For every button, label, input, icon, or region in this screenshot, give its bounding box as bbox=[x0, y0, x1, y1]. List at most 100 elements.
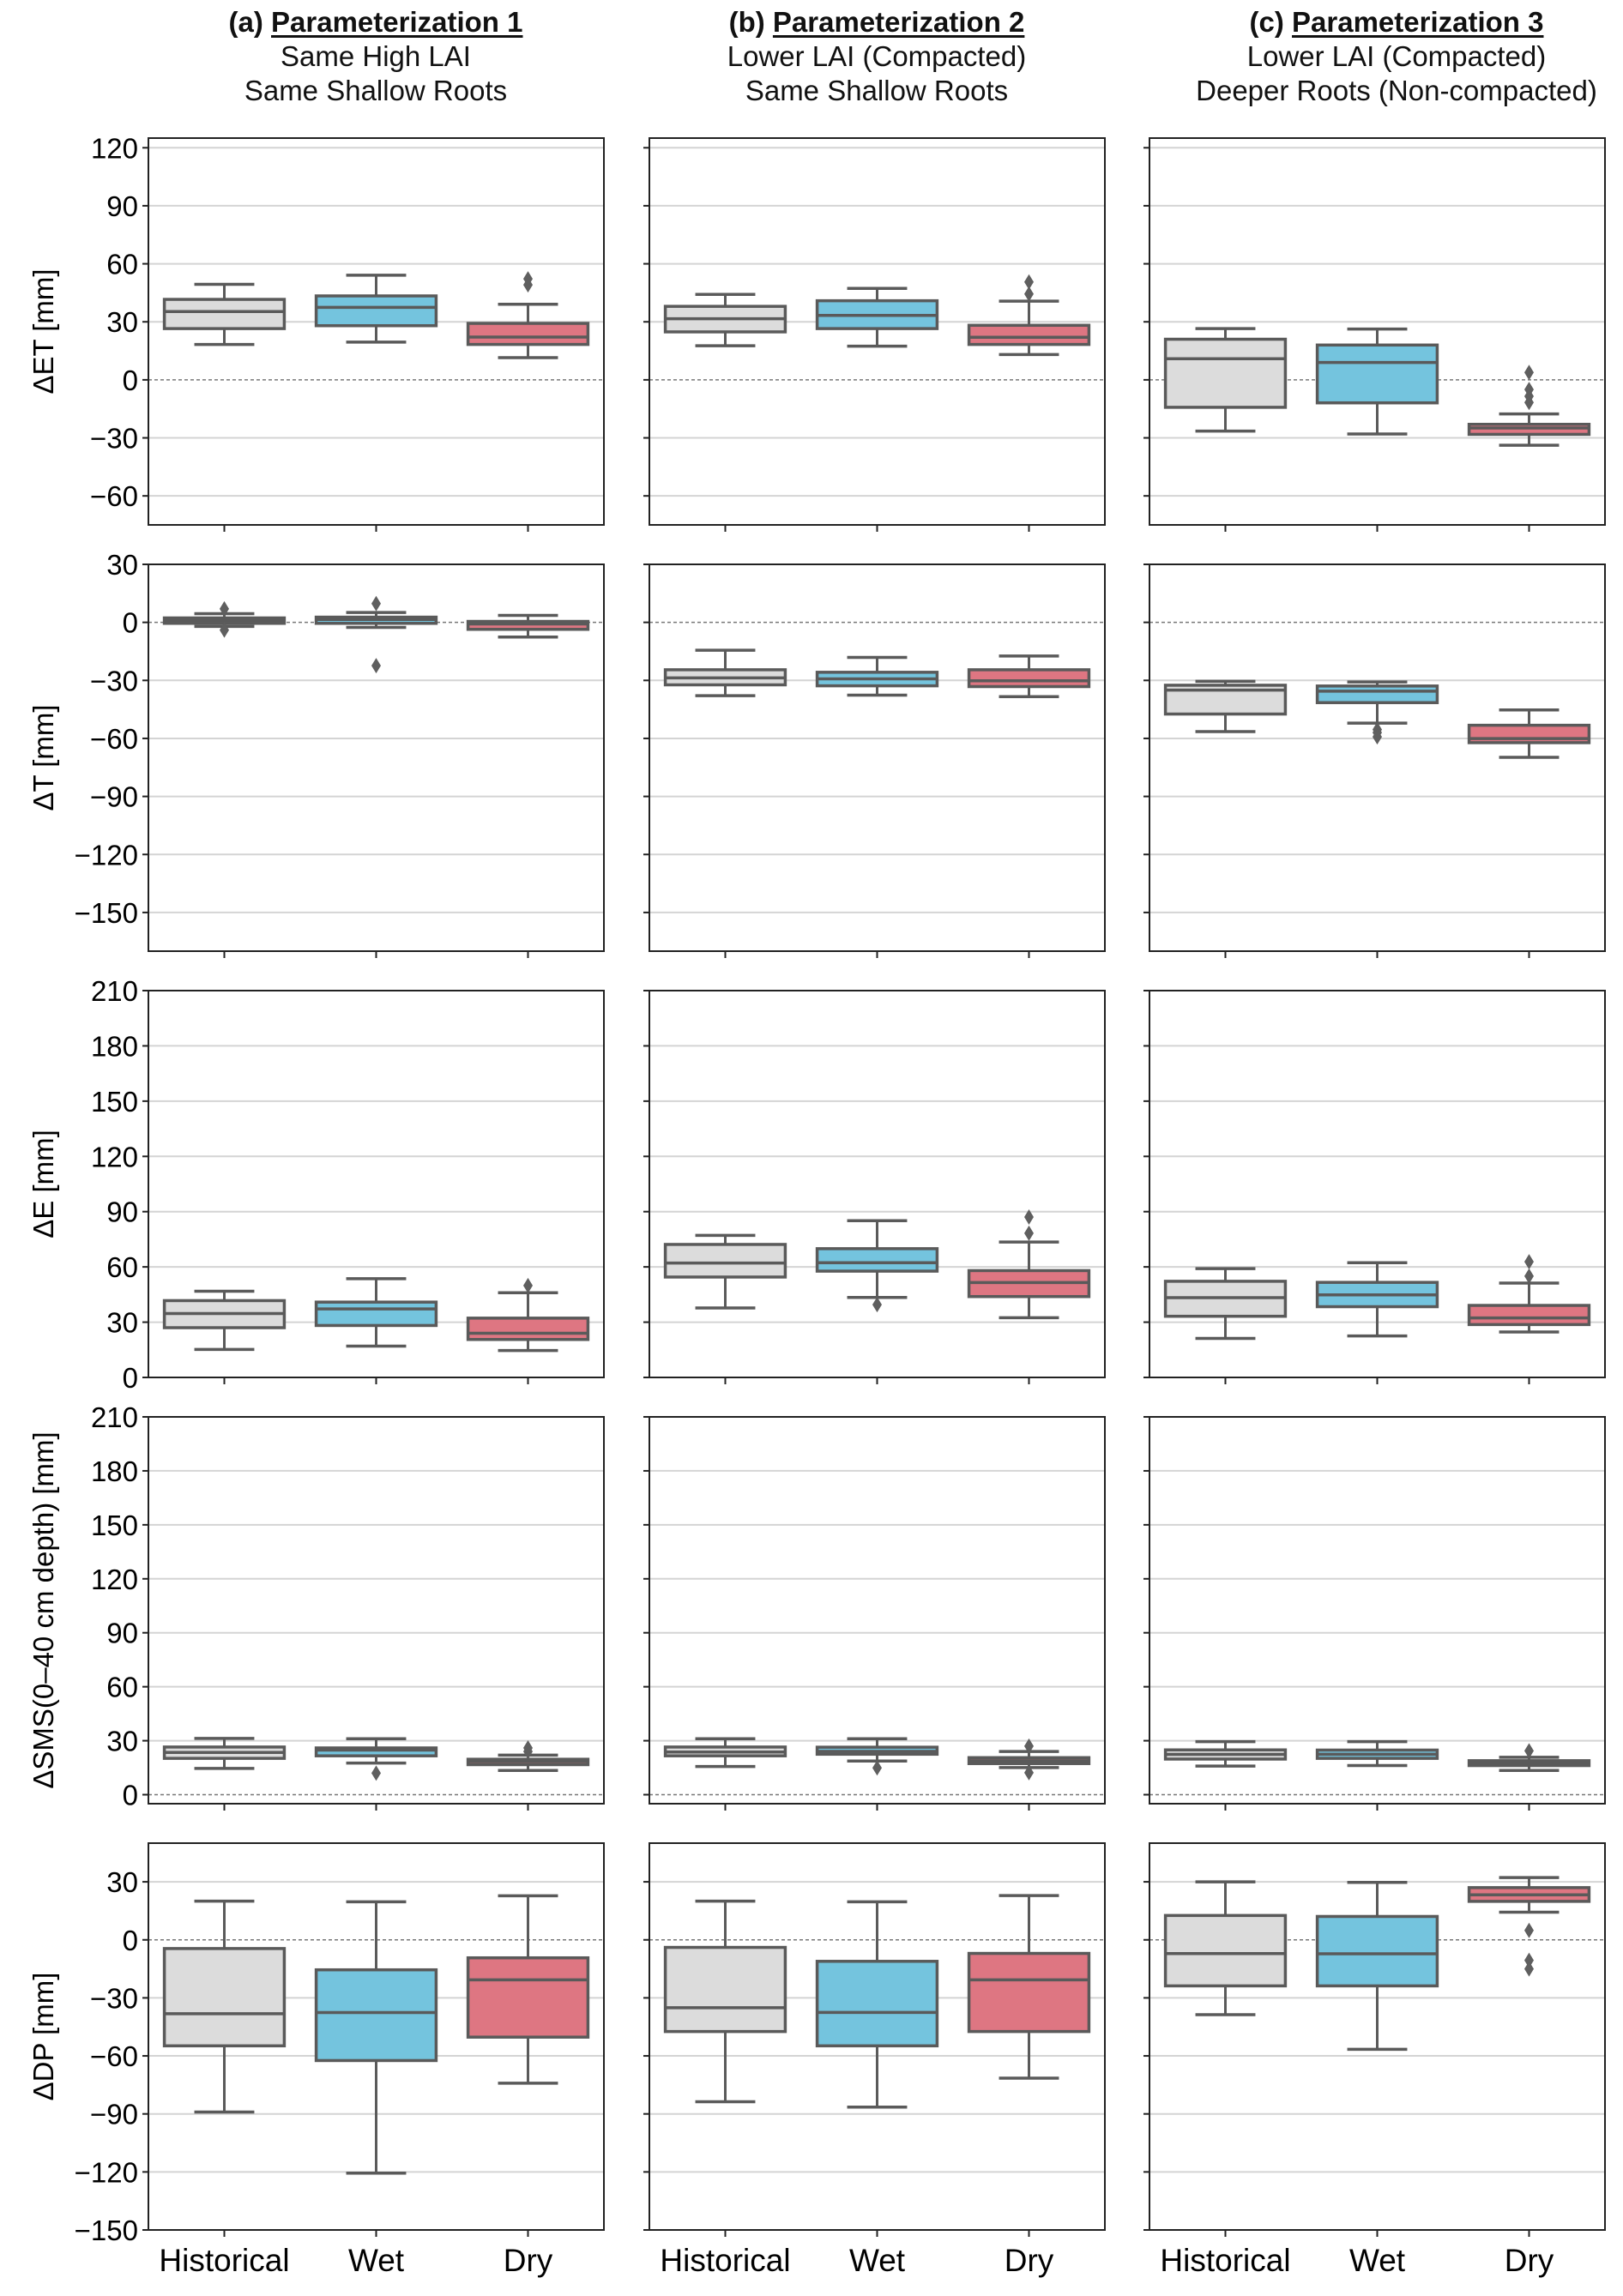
outlier-point bbox=[1524, 1254, 1534, 1270]
column-header-c: (c) Parameterization 3 Lower LAI (Compac… bbox=[1131, 5, 1623, 108]
box-dry bbox=[466, 1739, 590, 1772]
y-tick-label: −150 bbox=[75, 2215, 138, 2246]
column-title-b: (b) Parameterization 2 bbox=[611, 5, 1143, 39]
box-historical bbox=[663, 1899, 787, 2104]
panel-b-row-1 bbox=[643, 137, 1106, 532]
y-tick-label: 180 bbox=[91, 1030, 138, 1062]
y-tick-label: 0 bbox=[123, 607, 138, 639]
x-tick-label: Dry bbox=[1005, 2243, 1054, 2278]
panel-a-row-4: 0 30 60 90 120 150 180 210 bbox=[91, 1401, 605, 1811]
y-tick-label: 120 bbox=[91, 1564, 138, 1595]
y-tick-label: 120 bbox=[91, 132, 138, 164]
y-tick-label: −90 bbox=[90, 2099, 138, 2130]
box-historical bbox=[1163, 679, 1288, 733]
box-wet bbox=[1315, 327, 1439, 436]
y-tick-label: 150 bbox=[91, 1510, 138, 1541]
box-historical bbox=[1163, 1880, 1288, 2016]
y-tick-label: −60 bbox=[90, 480, 138, 512]
panel-b-row-5: Historical Wet Dry bbox=[643, 1842, 1106, 2278]
box-historical bbox=[162, 600, 287, 638]
column-prefix-c: (c) bbox=[1249, 6, 1284, 38]
outlier-point bbox=[371, 1765, 381, 1781]
iqr-box bbox=[815, 1960, 939, 2048]
iqr-box bbox=[162, 298, 287, 330]
y-tick-label: 30 bbox=[106, 1866, 138, 1898]
box-historical bbox=[1163, 327, 1288, 433]
box-dry bbox=[967, 1738, 1091, 1781]
panel-b-row-2 bbox=[643, 563, 1106, 958]
box-historical bbox=[663, 1737, 787, 1769]
panel-c-row-4 bbox=[1143, 1416, 1606, 1811]
y-tick-label: −60 bbox=[90, 2040, 138, 2072]
box-dry bbox=[967, 274, 1091, 357]
outlier-point bbox=[1524, 1922, 1534, 1938]
box-wet bbox=[815, 1219, 939, 1313]
iqr-box bbox=[466, 1317, 590, 1341]
x-tick-label: Wet bbox=[348, 2243, 405, 2278]
outlier-point bbox=[1024, 286, 1034, 302]
panel-a-row-5: −150 −120 −90 −60 −30 0 30 Historical Wet Dry bbox=[75, 1842, 605, 2278]
y-tick-label: 60 bbox=[106, 249, 138, 280]
box-historical bbox=[1163, 1267, 1288, 1341]
column-name-c: Parameterization 3 bbox=[1292, 6, 1544, 38]
box-dry bbox=[466, 271, 590, 359]
iqr-box bbox=[466, 1956, 590, 2039]
iqr-box bbox=[314, 1968, 438, 2063]
y-tick-label: 30 bbox=[106, 306, 138, 338]
outlier-point bbox=[1524, 1961, 1534, 1977]
iqr-box bbox=[162, 1947, 287, 2048]
y-tick-label: −30 bbox=[90, 1982, 138, 2014]
box-historical bbox=[162, 282, 287, 347]
outlier-point bbox=[1024, 274, 1034, 290]
outlier-point bbox=[523, 271, 533, 287]
box-dry bbox=[1467, 1743, 1591, 1772]
column-subtitle-b-1: Lower LAI (Compacted) bbox=[727, 40, 1027, 72]
column-subtitle-a-2: Same Shallow Roots bbox=[244, 75, 508, 106]
box-wet bbox=[314, 1737, 438, 1781]
iqr-box bbox=[1163, 1913, 1288, 1988]
box-dry bbox=[1467, 708, 1591, 759]
y-tick-label: 0 bbox=[123, 365, 138, 396]
panel-c-row-3 bbox=[1143, 990, 1606, 1384]
outlier-point bbox=[1524, 1952, 1534, 1968]
x-tick-label: Wet bbox=[849, 2243, 906, 2278]
y-tick-label: −30 bbox=[90, 423, 138, 455]
y-tick-label: −30 bbox=[90, 665, 138, 696]
outlier-point bbox=[523, 1277, 533, 1293]
box-wet bbox=[314, 1900, 438, 2175]
box-historical bbox=[663, 1233, 787, 1310]
outlier-point bbox=[220, 622, 229, 638]
iqr-box bbox=[314, 294, 438, 328]
box-dry bbox=[967, 1894, 1091, 2080]
x-tick-label: Historical bbox=[159, 2243, 289, 2278]
iqr-box bbox=[663, 1945, 787, 2034]
box-wet bbox=[815, 1737, 939, 1776]
panel-b-row-3 bbox=[643, 990, 1106, 1384]
iqr-box bbox=[1315, 684, 1439, 704]
box-dry bbox=[1467, 365, 1591, 447]
column-header-b: (b) Parameterization 2 Lower LAI (Compac… bbox=[611, 5, 1143, 108]
y-tick-label: −120 bbox=[75, 839, 138, 871]
column-subtitle-a-1: Same High LAI bbox=[281, 40, 471, 72]
y-tick-label: 90 bbox=[106, 190, 138, 222]
iqr-box bbox=[815, 1247, 939, 1273]
box-dry bbox=[1467, 1254, 1591, 1334]
iqr-box bbox=[1163, 337, 1288, 409]
outlier-point bbox=[371, 658, 381, 674]
y-axis-label: ΔT [mm] bbox=[27, 704, 59, 811]
outlier-point bbox=[1524, 382, 1534, 398]
iqr-box bbox=[314, 1300, 438, 1328]
column-subtitle-b-2: Same Shallow Roots bbox=[745, 75, 1009, 106]
y-tick-label: 30 bbox=[106, 1307, 138, 1339]
iqr-box bbox=[967, 1951, 1091, 2034]
iqr-box bbox=[314, 1746, 438, 1757]
iqr-box bbox=[466, 322, 590, 347]
box-wet bbox=[815, 655, 939, 697]
column-name-b: Parameterization 2 bbox=[772, 6, 1025, 38]
column-prefix-b: (b) bbox=[728, 6, 765, 38]
x-tick-label: Dry bbox=[504, 2243, 553, 2278]
x-tick-label: Historical bbox=[1160, 2243, 1290, 2278]
box-wet bbox=[314, 274, 438, 344]
box-wet bbox=[314, 595, 438, 674]
